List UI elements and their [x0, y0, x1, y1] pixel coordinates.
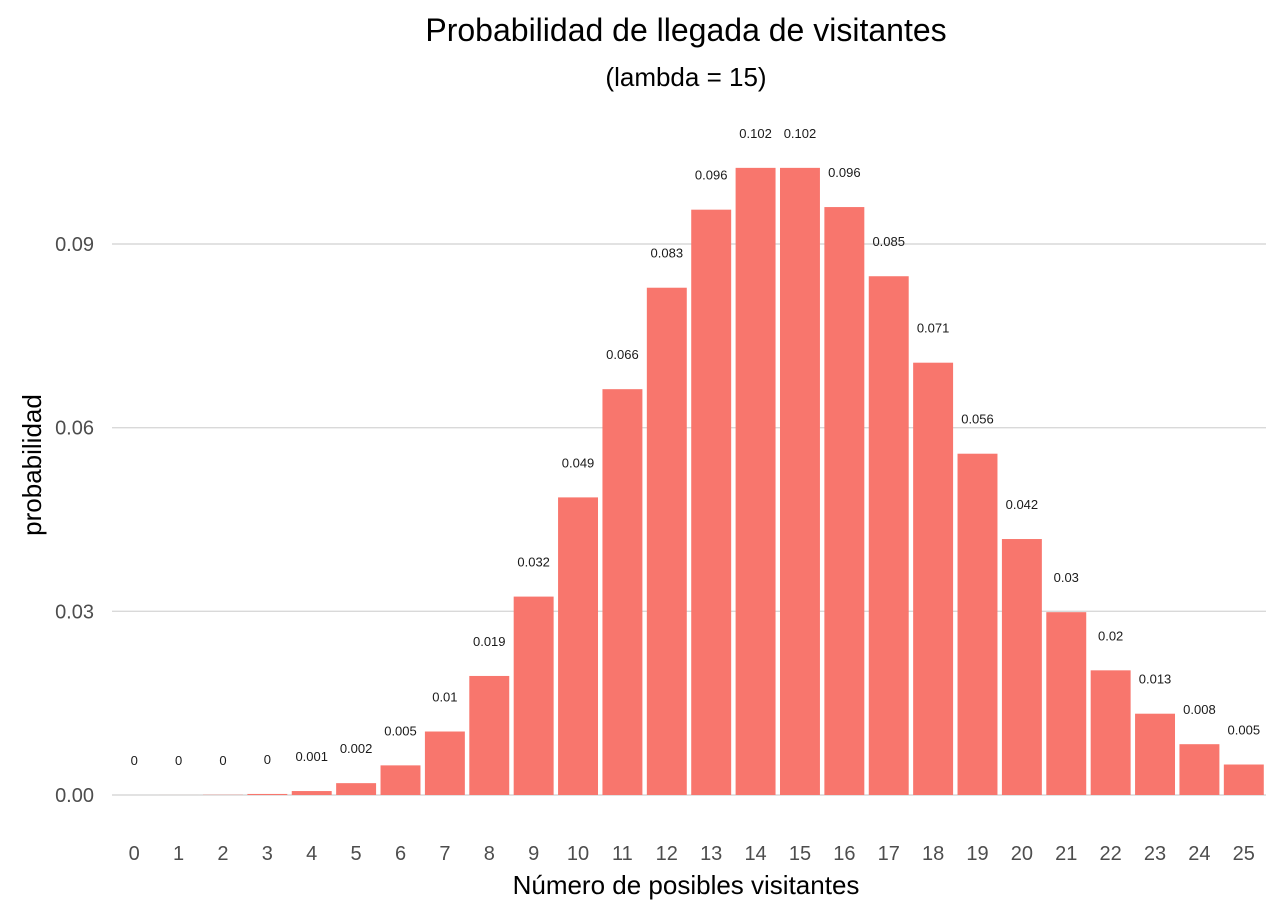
- x-tick-label: 24: [1188, 843, 1210, 865]
- data-label: 0.071: [917, 321, 950, 336]
- x-axis-ticks: 0 1 2 3 4 5 6 7 8 9 10 11 12 13 14 15 16 17 18 19 20 21 22 23 24…: [129, 843, 1255, 865]
- x-axis-title: Número de posibles visitantes: [513, 870, 860, 900]
- data-label: 0.102: [784, 126, 817, 141]
- x-tick-label: 13: [700, 843, 722, 865]
- x-tick-label: 10: [567, 843, 589, 865]
- bar: [1179, 744, 1220, 795]
- x-tick-label: 18: [922, 843, 944, 865]
- x-tick-label: 2: [217, 843, 228, 865]
- data-label: 0.01: [432, 690, 457, 705]
- x-tick-label: 4: [306, 843, 317, 865]
- chart-subtitle: (lambda = 15): [605, 62, 766, 92]
- data-labels: 0 0 0 0 0.001 0.002 0.005 0.01 0.019 0.032 0.049 0.…: [131, 126, 1261, 768]
- bar: [1001, 539, 1042, 795]
- bar: [336, 783, 377, 795]
- data-label: 0.02: [1098, 628, 1123, 643]
- data-label: 0.03: [1054, 570, 1079, 585]
- bar: [558, 497, 599, 795]
- y-tick-label: 0.00: [55, 785, 94, 807]
- x-tick-label: 1: [173, 843, 184, 865]
- chart-title: Probabilidad de llegada de visitantes: [425, 12, 946, 48]
- y-tick-label: 0.09: [55, 234, 94, 256]
- data-label: 0.042: [1006, 497, 1039, 512]
- x-tick-label: 6: [395, 843, 406, 865]
- data-label: 0.001: [295, 749, 328, 764]
- x-tick-label: 22: [1100, 843, 1122, 865]
- data-label: 0.096: [828, 165, 861, 180]
- x-tick-label: 12: [656, 843, 678, 865]
- x-tick-label: 8: [484, 843, 495, 865]
- data-label: 0.085: [872, 234, 905, 249]
- x-tick-label: 0: [129, 843, 140, 865]
- x-tick-label: 19: [966, 843, 988, 865]
- data-label: 0.066: [606, 347, 639, 362]
- y-tick-label: 0.03: [55, 601, 94, 623]
- bar: [380, 765, 421, 795]
- x-tick-label: 5: [351, 843, 362, 865]
- bar: [913, 362, 954, 795]
- data-label: 0.002: [340, 741, 373, 756]
- x-tick-label: 23: [1144, 843, 1166, 865]
- data-label: 0.005: [1228, 723, 1261, 738]
- y-axis-ticks: 0.00 0.03 0.06 0.09: [55, 234, 94, 807]
- data-label: 0.056: [961, 412, 994, 427]
- x-tick-label: 20: [1011, 843, 1033, 865]
- bar: [735, 167, 776, 796]
- bars: [114, 167, 1264, 796]
- data-label: 0: [175, 753, 182, 768]
- bar: [469, 675, 510, 795]
- bar: [247, 793, 288, 795]
- data-label: 0.019: [473, 634, 506, 649]
- x-tick-label: 17: [878, 843, 900, 865]
- data-label: 0: [131, 753, 138, 768]
- bar: [1046, 612, 1087, 795]
- data-label: 0.102: [739, 126, 772, 141]
- bar: [1135, 713, 1176, 795]
- x-tick-label: 16: [833, 843, 855, 865]
- x-tick-label: 25: [1233, 843, 1255, 865]
- bar: [779, 167, 820, 796]
- bar: [602, 389, 643, 795]
- data-label: 0.096: [695, 168, 728, 183]
- data-label: 0.049: [562, 455, 595, 470]
- data-label: 0.008: [1183, 702, 1216, 717]
- data-label: 0.032: [517, 555, 550, 570]
- bar: [291, 791, 332, 795]
- bar: [424, 731, 465, 795]
- x-tick-label: 15: [789, 843, 811, 865]
- bar: [646, 287, 687, 795]
- x-tick-label: 14: [744, 843, 766, 865]
- bar: [868, 276, 909, 795]
- bar: [824, 207, 865, 795]
- bar: [957, 453, 998, 795]
- data-label: 0: [264, 752, 271, 767]
- y-axis-title: probabilidad: [17, 394, 47, 536]
- data-label: 0.013: [1139, 672, 1172, 687]
- x-tick-label: 9: [528, 843, 539, 865]
- bar: [691, 209, 732, 795]
- x-tick-label: 3: [262, 843, 273, 865]
- data-label: 0: [219, 753, 226, 768]
- y-tick-label: 0.06: [55, 418, 94, 440]
- x-tick-label: 11: [612, 843, 633, 865]
- bar: [513, 596, 554, 795]
- x-tick-label: 7: [439, 843, 450, 865]
- data-label: 0.005: [384, 723, 417, 738]
- bar: [1223, 764, 1264, 795]
- x-tick-label: 21: [1055, 843, 1077, 865]
- bar: [1090, 670, 1131, 795]
- data-label: 0.083: [651, 246, 684, 261]
